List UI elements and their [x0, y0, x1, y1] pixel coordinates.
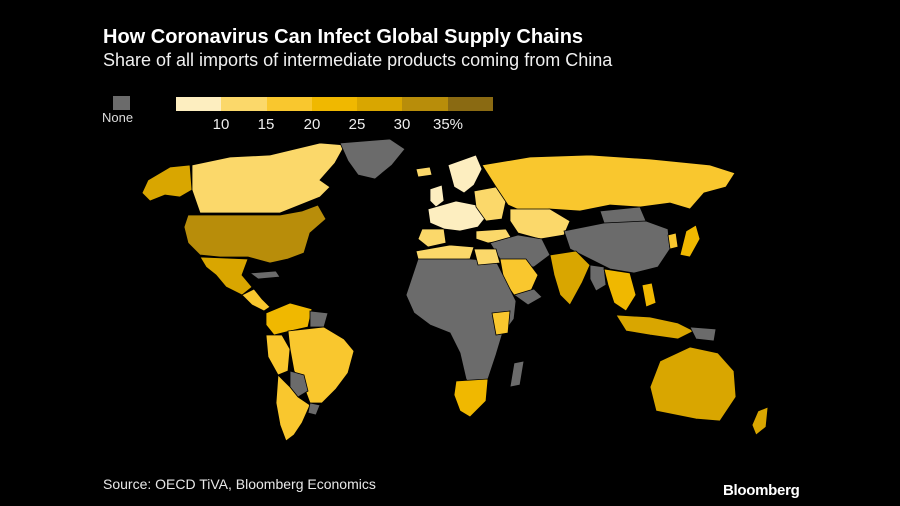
- region-argentina: [275, 374, 311, 442]
- region-western-europe: [427, 200, 487, 232]
- region-usa: [183, 204, 327, 264]
- region-australia: [649, 346, 737, 422]
- region-egypt: [473, 248, 501, 266]
- region-south-africa: [453, 378, 489, 418]
- region-madagascar: [509, 360, 525, 388]
- bloomberg-logo: Bloomberg: [723, 482, 800, 499]
- region-canada: [191, 142, 346, 214]
- region-indonesia: [615, 314, 695, 340]
- legend-ticks: 10 15 20 25 30 35%: [176, 116, 493, 134]
- region-guianas: [309, 310, 329, 328]
- legend-tick: 35%: [432, 116, 464, 133]
- legend-swatch: [402, 97, 448, 111]
- region-china: [563, 220, 671, 274]
- legend-color-scale: [176, 97, 493, 111]
- region-russia: [481, 154, 736, 214]
- legend-tick: 15: [257, 116, 275, 133]
- region-uk: [429, 184, 445, 208]
- legend-none-swatch: [113, 96, 130, 110]
- region-central-asia: [509, 208, 571, 240]
- legend-tick: 25: [348, 116, 366, 133]
- region-myanmar: [589, 264, 607, 292]
- region-philippines: [641, 282, 657, 308]
- region-alaska: [141, 164, 193, 202]
- legend-swatch: [221, 97, 267, 111]
- legend-swatch: [266, 97, 312, 111]
- legend-swatch: [311, 97, 358, 111]
- region-scandinavia: [447, 154, 483, 194]
- region-iberia: [417, 228, 447, 248]
- chart-subtitle: Share of all imports of intermediate pro…: [103, 50, 613, 70]
- region-bolivia: [289, 370, 309, 398]
- legend-tick: 30: [393, 116, 411, 133]
- legend-none-label: None: [102, 110, 134, 125]
- region-japan: [679, 224, 701, 258]
- legend-tick: 20: [303, 116, 321, 133]
- legend-swatch: [447, 97, 493, 111]
- chart-title: How Coronavirus Can Infect Global Supply…: [103, 26, 584, 48]
- region-new-zealand: [751, 406, 769, 436]
- region-iceland: [415, 166, 433, 178]
- region-uruguay: [307, 402, 321, 416]
- region-southeast-asia: [603, 268, 637, 312]
- region-east-africa: [491, 310, 511, 336]
- legend-swatch: [176, 97, 222, 111]
- world-choropleth-map: [141, 138, 769, 442]
- region-korea: [667, 232, 679, 250]
- region-colombia-venezuela: [265, 302, 313, 336]
- region-mexico: [199, 256, 253, 296]
- legend-tick: 10: [212, 116, 230, 133]
- region-png: [689, 326, 717, 342]
- region-oman-yemen: [513, 288, 543, 306]
- source-note: Source: OECD TiVA, Bloomberg Economics: [103, 476, 376, 492]
- region-india: [549, 250, 591, 306]
- region-central-america: [241, 288, 271, 312]
- region-greenland: [339, 138, 406, 180]
- legend-swatch: [357, 97, 403, 111]
- region-peru: [265, 334, 291, 376]
- region-cuba: [248, 270, 281, 280]
